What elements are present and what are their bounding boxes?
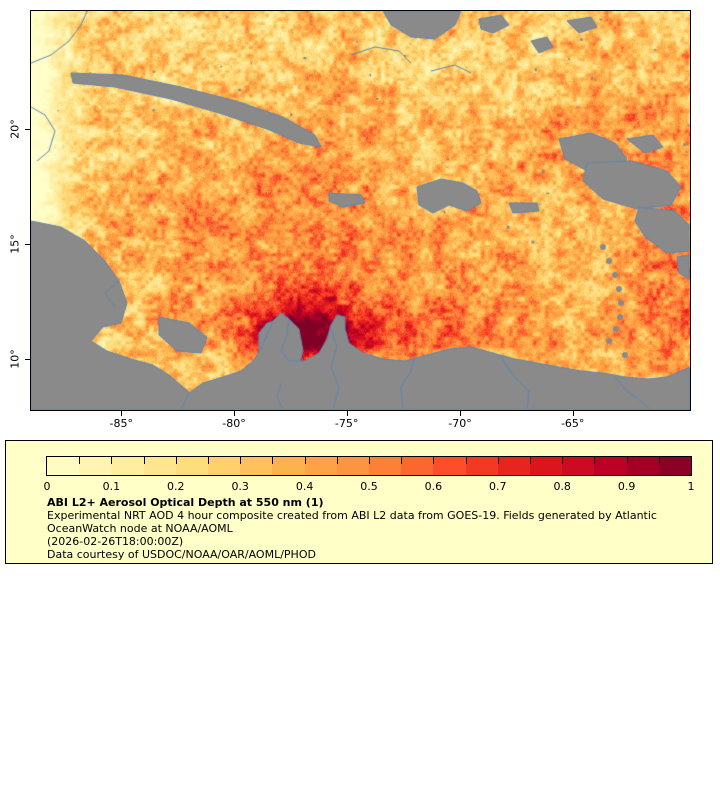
colorbar-segment (272, 457, 305, 475)
colorbar-segment-tick (272, 457, 274, 464)
colorbar-segment (369, 457, 402, 475)
colorbar-tick-label: 0.6 (424, 480, 443, 493)
colorbar-tick-label: 0.2 (167, 480, 185, 493)
colorbar-segment (433, 457, 466, 475)
colorbar-segment (530, 457, 563, 475)
colorbar-segment (304, 457, 337, 475)
y-axis-tick (25, 358, 30, 360)
colorbar-tick-label: 0.3 (231, 480, 249, 493)
colorbar-segment-tick (111, 457, 113, 464)
x-tick-label: -75° (334, 417, 359, 430)
colorbar-segment-tick (658, 457, 660, 464)
colorbar-tick-label: 0.9 (617, 480, 636, 493)
colorbar-segment-tick (594, 457, 596, 464)
colorbar-segment-tick (497, 457, 499, 464)
colorbar-tick-label: 0.8 (553, 480, 571, 493)
colorbar-tick-label: 0.7 (489, 480, 507, 493)
colorbar-segment (626, 457, 659, 475)
legend-desc-line1: Experimental NRT AOD 4 hour composite cr… (47, 509, 657, 522)
colorbar-tick-label: 0 (43, 480, 51, 493)
colorbar-segment-tick (369, 457, 370, 464)
colorbar-segment-tick (562, 457, 564, 464)
colorbar-segment-tick (79, 457, 81, 464)
x-axis-tick (460, 411, 461, 416)
colorbar-segment-tick (240, 457, 242, 464)
colorbar-segment-tick (175, 457, 177, 464)
colorbar-segment (208, 457, 241, 475)
colorbar-tick-label: 1 (687, 480, 695, 493)
colorbar-segment (79, 457, 112, 475)
colorbar-segment (562, 457, 595, 475)
colorbar-segment-tick (143, 457, 145, 464)
legend-box: ABI L2+ Aerosol Optical Depth at 550 nm … (5, 440, 713, 564)
colorbar-segment (465, 457, 498, 475)
colorbar-segment-tick (433, 457, 435, 464)
colorbar-segment (336, 457, 370, 475)
colorbar-segment (175, 457, 209, 475)
x-axis-tick (121, 411, 123, 416)
colorbar-tick-label: 0.5 (360, 480, 378, 493)
colorbar-segment (47, 457, 80, 475)
x-tick-label: -70° (448, 417, 472, 430)
legend-title: ABI L2+ Aerosol Optical Depth at 550 nm … (47, 496, 324, 509)
x-tick-label: -80° (222, 417, 246, 430)
colorbar-segment-tick (401, 457, 403, 464)
colorbar-tick-label: 0.4 (295, 480, 314, 493)
colorbar-segment-tick (530, 457, 531, 464)
colorbar-segment-tick (336, 457, 338, 464)
x-axis-tick (233, 411, 235, 416)
colorbar-tick-label: 0.1 (102, 480, 121, 493)
colorbar-segment (143, 457, 176, 475)
colorbar-segment-tick (304, 457, 306, 464)
colorbar-segment (401, 457, 434, 475)
legend-courtesy: Data courtesy of USDOC/NOAA/OAR/AOML/PHO… (47, 548, 316, 561)
y-tick-label: 15° (8, 234, 22, 254)
y-tick-label: 10° (8, 349, 22, 369)
y-tick-label: 20° (8, 119, 22, 139)
colorbar (46, 456, 692, 476)
aod-map-canvas (31, 11, 690, 410)
x-axis-tick (346, 411, 348, 416)
legend-desc-line2: OceanWatch node at NOAA/AOML (47, 522, 233, 535)
colorbar-segment (658, 457, 692, 475)
y-axis-tick (25, 129, 30, 131)
y-axis-tick (25, 244, 30, 246)
colorbar-segment-tick (208, 457, 209, 464)
x-tick-label: -85° (109, 417, 134, 430)
legend-timestamp: (2026-02-26T18:00:00Z) (47, 535, 184, 548)
colorbar-segment (111, 457, 144, 475)
colorbar-segment-tick (626, 457, 628, 464)
colorbar-segment (497, 457, 531, 475)
aod-map-frame (30, 10, 691, 411)
colorbar-segment-tick (465, 457, 467, 464)
x-axis-tick (572, 411, 574, 416)
x-tick-label: -65° (560, 417, 585, 430)
legend-text: ABI L2+ Aerosol Optical Depth at 550 nm … (47, 496, 657, 561)
colorbar-segment (240, 457, 273, 475)
colorbar-segment (594, 457, 627, 475)
